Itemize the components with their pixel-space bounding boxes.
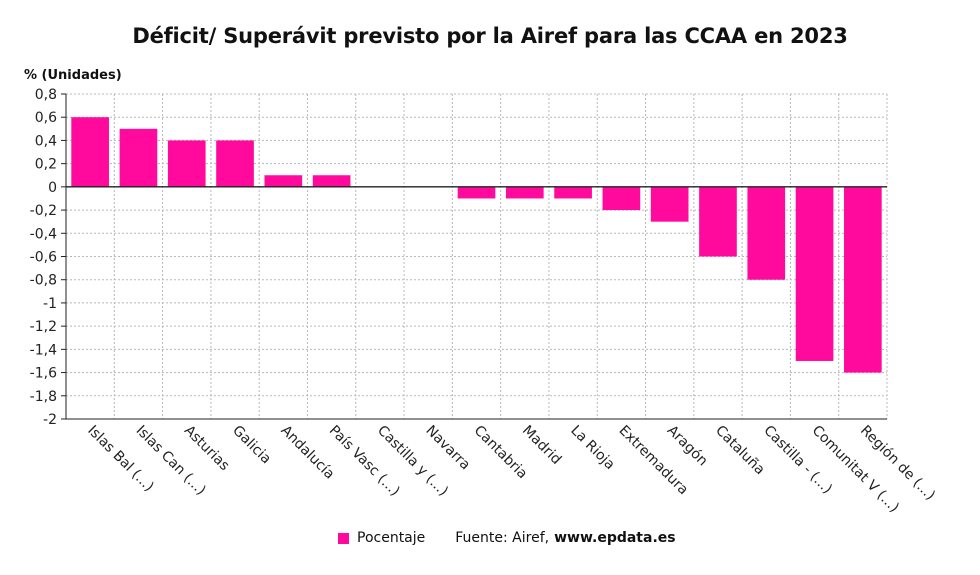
y-tick-label: -0,2 <box>30 203 57 219</box>
y-tick-label: -1,4 <box>30 342 57 358</box>
y-tick-label: 0,8 <box>35 87 57 103</box>
y-tick-label: 0,4 <box>35 133 57 149</box>
x-tick-labels: Islas Bal (...)Islas Can (...)AsturiasGa… <box>84 423 938 516</box>
bar <box>795 186 834 361</box>
y-tick-label: -0,4 <box>30 226 57 242</box>
bar <box>216 140 254 187</box>
bar <box>312 175 351 187</box>
y-tick-label: 0,2 <box>35 157 57 173</box>
y-tick-label: -1,8 <box>30 389 57 405</box>
y-tick-label: -1 <box>43 296 57 312</box>
y-axis-label: % (Unidades) <box>24 68 122 83</box>
y-tick-labels: 0,8 0,6 0,4 0,2 0 -0,2 -0,4 -0,6 -0,8 -1 -1,2 -1,4 -… <box>30 87 57 428</box>
source-site: www.epdata.es <box>554 530 676 546</box>
bar <box>554 186 592 199</box>
legend: Pocentaje Fuente: Airef, www.epdata.es <box>338 530 676 546</box>
x-tick-label: Cataluña <box>712 423 768 479</box>
bar <box>264 175 303 187</box>
x-tick-label: Galicia <box>229 423 274 468</box>
bar <box>457 186 496 199</box>
axes <box>61 93 887 420</box>
chart-title: Déficit/ Superávit previsto por la Airef… <box>132 24 848 48</box>
x-tick-label: La Rioja <box>567 423 618 474</box>
bar <box>119 128 158 187</box>
y-tick-label: -2 <box>43 412 57 428</box>
source-text: Fuente: Airef, <box>455 530 550 546</box>
x-tick-label: Madrid <box>519 423 564 468</box>
y-tick-label: -0,6 <box>30 250 57 266</box>
y-tick-label: -1,2 <box>30 319 57 335</box>
bar <box>167 140 206 187</box>
bars <box>71 117 882 373</box>
y-tick-label: -1,6 <box>30 366 57 382</box>
y-tick-label: 0,6 <box>35 110 57 126</box>
x-tick-label: Aragón <box>664 423 711 470</box>
bar <box>71 117 109 187</box>
x-tick-label: Comunitat V (...) <box>809 423 902 516</box>
legend-label: Pocentaje <box>357 530 426 546</box>
bar <box>505 186 544 199</box>
bar <box>844 186 882 373</box>
bar-chart: 0,8 0,6 0,4 0,2 0 -0,2 -0,4 -0,6 -0,8 -1 -1,2 -1,4 -… <box>30 87 938 516</box>
legend-swatch <box>338 532 349 544</box>
bar <box>602 186 641 211</box>
y-tick-label: 0 <box>48 180 57 196</box>
bar <box>747 186 786 280</box>
bar <box>650 186 689 222</box>
bar <box>699 186 737 257</box>
y-tick-label: -0,8 <box>30 273 57 289</box>
x-tick-label: Navarra <box>422 423 473 474</box>
